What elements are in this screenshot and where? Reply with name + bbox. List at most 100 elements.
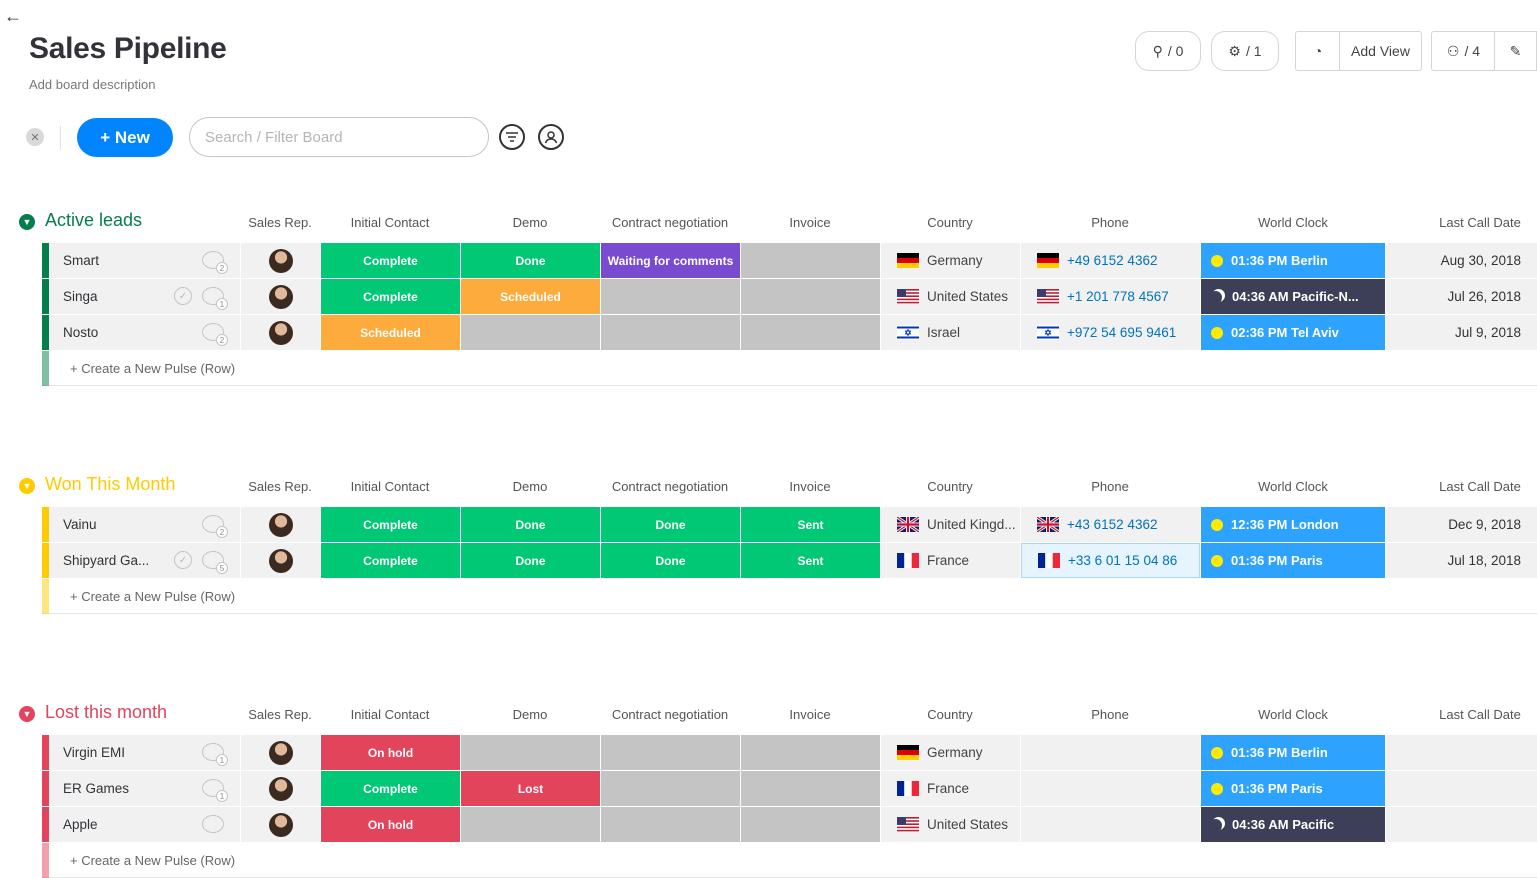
column-header[interactable]: Phone [1091,215,1129,230]
group-collapse-icon[interactable]: ▼ [19,706,35,722]
table-row[interactable]: ER Games 1 Complete Lost France 01:36 PM Pari… [42,771,1537,806]
updates-bubble-icon[interactable]: 1 [202,779,228,802]
world-clock-cell[interactable]: 01:36 PM Berlin [1201,243,1385,278]
status-cell-invoice[interactable]: Sent [741,507,880,542]
column-header[interactable]: Contract negotiation [611,479,729,494]
check-icon[interactable]: ✓ [174,287,192,305]
column-header[interactable]: Contract negotiation [611,707,729,722]
column-header[interactable]: Last Call Date [1439,215,1521,230]
status-cell-initial[interactable]: Complete [321,243,460,278]
status-cell-initial[interactable]: On hold [321,807,460,842]
back-arrow-icon[interactable]: ← [4,6,22,26]
table-row[interactable]: Virgin EMI 1 On hold Germany 01:36 PM Berlin [42,735,1537,770]
last-call-date-cell[interactable] [1386,735,1537,770]
sales-rep-cell[interactable] [241,507,320,542]
world-clock-cell[interactable]: 01:36 PM Paris [1201,543,1385,578]
updates-bubble-icon[interactable]: 2 [202,515,228,538]
column-header[interactable]: Country [927,707,973,722]
table-row[interactable]: Shipyard Ga... ✓ 5 Complete Done Done Sent Fran… [42,543,1537,578]
table-row[interactable]: Singa ✓ 1 Complete Scheduled United States +1 … [42,279,1537,314]
world-clock-cell[interactable]: 01:36 PM Berlin [1201,735,1385,770]
column-header[interactable]: Last Call Date [1439,479,1521,494]
world-clock-cell[interactable]: 01:36 PM Paris [1201,771,1385,806]
phone-cell[interactable]: +33 6 01 15 04 86 [1021,543,1200,578]
column-header[interactable]: World Clock [1258,479,1328,494]
group-title[interactable]: Active leads [45,210,143,230]
filter-icon[interactable] [499,124,525,150]
column-header[interactable]: Initial Contact [350,707,430,722]
column-header[interactable]: Demo [512,215,548,230]
status-cell-initial[interactable]: Complete [321,279,460,314]
table-row[interactable]: Vainu 2 Complete Done Done Sent United Kingd..… [42,507,1537,542]
column-header[interactable]: Phone [1091,707,1129,722]
collapse-icon[interactable]: ✕ [26,128,44,146]
country-cell[interactable]: United States [881,279,1020,314]
last-call-date-cell[interactable] [1386,807,1537,842]
column-header[interactable]: Phone [1091,479,1129,494]
person-filter-icon[interactable] [538,124,564,150]
column-header[interactable]: Demo [512,479,548,494]
sales-rep-cell[interactable] [241,243,320,278]
column-header[interactable]: Country [927,215,973,230]
item-name-cell[interactable]: Nosto 2 [42,315,240,350]
status-cell-initial[interactable]: Complete [321,507,460,542]
automations-button[interactable]: ⚙ / 1 [1211,31,1279,71]
phone-cell[interactable] [1021,735,1200,770]
item-name-cell[interactable]: Smart 2 [42,243,240,278]
status-cell-initial[interactable]: On hold [321,735,460,770]
create-row-button[interactable]: + Create a New Pulse (Row) [42,843,1537,878]
status-cell-contract[interactable] [601,279,740,314]
status-cell-demo[interactable] [461,315,600,350]
group-title[interactable]: Lost this month [45,702,168,722]
column-header[interactable]: Invoice [789,479,831,494]
status-cell-demo[interactable]: Lost [461,771,600,806]
column-header[interactable]: Demo [512,707,548,722]
status-cell-invoice[interactable] [741,771,880,806]
country-cell[interactable]: Israel [881,315,1020,350]
phone-cell[interactable]: +43 6152 4362 [1021,507,1200,542]
sales-rep-cell[interactable] [241,315,320,350]
sales-rep-cell[interactable] [241,279,320,314]
column-header[interactable]: Sales Rep. [248,707,312,722]
sales-rep-cell[interactable] [241,771,320,806]
column-header[interactable]: Initial Contact [350,479,430,494]
country-cell[interactable]: United States [881,807,1020,842]
world-clock-cell[interactable]: 12:36 PM London [1201,507,1385,542]
status-cell-demo[interactable]: Done [461,543,600,578]
world-clock-cell[interactable]: 04:36 AM Pacific [1201,807,1385,842]
column-header[interactable]: Last Call Date [1439,707,1521,722]
column-header[interactable]: Contract negotiation [611,215,729,230]
status-cell-initial[interactable]: Complete [321,771,460,806]
country-cell[interactable]: Germany [881,735,1020,770]
last-call-date-cell[interactable]: Aug 30, 2018 [1386,243,1537,278]
integrations-button[interactable]: ⚲ / 0 [1135,31,1201,71]
status-cell-demo[interactable]: Scheduled [461,279,600,314]
status-cell-invoice[interactable] [741,807,880,842]
members-button[interactable]: ⚇ / 4 [1431,31,1495,71]
status-cell-contract[interactable] [601,807,740,842]
status-cell-initial[interactable]: Complete [321,543,460,578]
world-clock-cell[interactable]: 02:36 PM Tel Aviv [1201,315,1385,350]
last-call-date-cell[interactable]: Jul 26, 2018 [1386,279,1537,314]
status-cell-demo[interactable]: Done [461,243,600,278]
status-cell-contract[interactable] [601,315,740,350]
updates-bubble-icon[interactable]: 2 [202,251,228,274]
status-cell-invoice[interactable] [741,735,880,770]
status-cell-contract[interactable]: Waiting for comments [601,243,740,278]
status-cell-contract[interactable] [601,771,740,806]
phone-cell[interactable]: +1 201 778 4567 [1021,279,1200,314]
status-cell-invoice[interactable] [741,279,880,314]
country-cell[interactable]: France [881,771,1020,806]
add-view-button[interactable]: Add View [1339,31,1422,71]
search-input[interactable] [189,117,489,157]
status-cell-contract[interactable]: Done [601,507,740,542]
status-cell-initial[interactable]: Scheduled [321,315,460,350]
status-cell-invoice[interactable] [741,315,880,350]
item-name-cell[interactable]: Singa ✓ 1 [42,279,240,314]
phone-cell[interactable] [1021,771,1200,806]
phone-cell[interactable]: +972 54 695 9461 [1021,315,1200,350]
group-title[interactable]: Won This Month [45,474,176,494]
new-item-button[interactable]: + New [77,118,173,157]
country-cell[interactable]: Germany [881,243,1020,278]
item-name-cell[interactable]: Apple [42,807,240,842]
